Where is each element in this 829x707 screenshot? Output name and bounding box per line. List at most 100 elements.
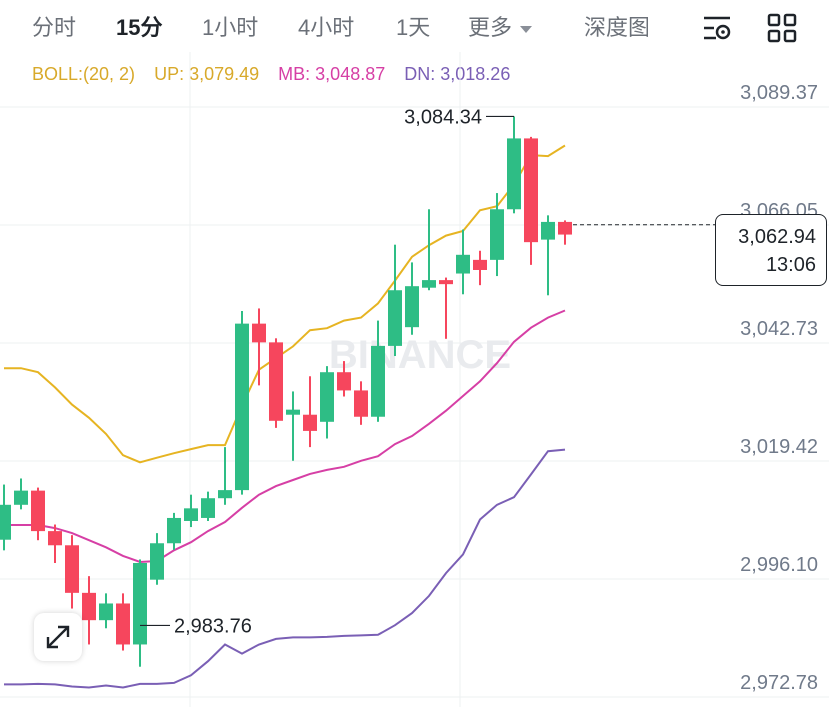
candle: [269, 338, 283, 428]
candle-body: [490, 209, 504, 260]
current-price: 3,062.94: [738, 226, 816, 248]
candle-body: [371, 345, 385, 417]
y-tick-label: 3,019.42: [740, 436, 818, 458]
candle-body: [286, 409, 300, 415]
candle: [405, 262, 419, 335]
candle-body: [439, 280, 453, 285]
candle: [167, 512, 181, 550]
high-price-label: 3,084.34: [404, 106, 482, 128]
candle-body: [541, 221, 555, 240]
candle: [31, 487, 45, 541]
candle-body: [337, 372, 351, 391]
watermark: BINANCE: [329, 333, 511, 377]
y-axis: 3,089.373,066.053,042.733,019.422,996.10…: [740, 82, 818, 694]
candle-body: [48, 531, 62, 546]
current-price-tag: 3,062.94 13:06: [715, 214, 827, 286]
expand-icon: [46, 625, 70, 649]
candle: [473, 250, 487, 286]
y-tick-label: 2,996.10: [740, 554, 818, 576]
candle-body: [388, 290, 402, 346]
y-tick-label: 3,042.73: [740, 318, 818, 340]
candle: [337, 361, 351, 397]
candle: [133, 559, 147, 667]
candle-body: [201, 498, 215, 518]
tab-1h[interactable]: 1小时: [202, 15, 259, 40]
boll-up: UP: 3,079.49: [154, 64, 260, 84]
candle: [456, 229, 470, 295]
candles: [0, 116, 572, 667]
chart-settings-icon[interactable]: [701, 12, 733, 44]
tab-more-label: 更多: [468, 15, 513, 40]
candle-body: [524, 138, 538, 243]
timeframe-tabs: 分时 15分 1小时 4小时 1天 更多 深度图: [0, 0, 829, 52]
y-tick-label: 2,972.78: [740, 672, 818, 694]
candle-body: [507, 138, 521, 210]
upper-band-line: [4, 144, 566, 464]
tab-15m[interactable]: 15分: [116, 15, 163, 40]
candle-body: [82, 592, 96, 621]
candle-body: [31, 490, 45, 532]
candle: [99, 593, 113, 629]
candle: [201, 491, 215, 521]
annotations: 3,084.34 2,983.76: [140, 106, 715, 637]
candle-body: [14, 490, 28, 505]
candle: [388, 244, 402, 357]
candle-body: [167, 517, 181, 544]
candle-body: [405, 286, 419, 328]
candle-body: [0, 504, 11, 540]
candle-body: [150, 543, 164, 580]
candle: [252, 308, 266, 386]
candle: [439, 277, 453, 339]
bollinger-bands: [4, 144, 566, 689]
candle: [524, 136, 538, 265]
candle-body: [456, 254, 470, 274]
tab-4h[interactable]: 4小时: [298, 15, 355, 40]
candle-body: [99, 603, 113, 621]
candle: [0, 484, 11, 551]
candle: [116, 593, 130, 651]
candle-body: [116, 603, 130, 645]
candle: [65, 535, 79, 609]
countdown: 13:06: [765, 254, 816, 276]
candle: [371, 320, 385, 422]
boll-name: BOLL:(20, 2): [32, 64, 136, 84]
candle-body: [269, 342, 283, 421]
candle: [184, 494, 198, 528]
boll-legend: BOLL:(20, 2) UP: 3,079.49 MB: 3,048.87 D…: [32, 64, 524, 85]
candle-body: [422, 280, 436, 288]
candle-body: [558, 221, 572, 235]
tab-more[interactable]: 更多: [468, 10, 533, 42]
candle: [14, 478, 28, 510]
candle-body: [184, 508, 198, 521]
tab-time-share[interactable]: 分时: [32, 15, 77, 40]
candle-body: [218, 490, 232, 499]
expand-button[interactable]: [34, 613, 82, 661]
candle-body: [252, 323, 266, 343]
candlestick-chart[interactable]: BINANCE 3,089.373,066.053,042.733,019.42…: [0, 52, 829, 707]
candle: [422, 209, 436, 291]
candle-body: [303, 414, 317, 431]
y-tick-label: 3,089.37: [740, 82, 818, 104]
candle: [303, 376, 317, 448]
chevron-down-icon: [520, 25, 533, 33]
candle: [235, 310, 249, 495]
candle: [286, 391, 300, 461]
candle-body: [473, 259, 487, 270]
candle-body: [235, 323, 249, 491]
tab-1d[interactable]: 1天: [396, 15, 431, 40]
candle-body: [320, 372, 334, 422]
grid-lines: [0, 52, 829, 707]
candle: [558, 220, 572, 245]
grid-layout-icon[interactable]: [766, 12, 798, 44]
lower-band-line: [4, 448, 566, 689]
candle: [150, 533, 164, 585]
boll-dn: DN: 3,018.26: [404, 64, 511, 84]
candle: [541, 215, 555, 296]
middle-band-line: [4, 309, 566, 564]
candle: [218, 447, 232, 505]
candle: [507, 116, 521, 214]
candle: [82, 576, 96, 645]
candle: [354, 381, 368, 425]
candle: [48, 524, 62, 563]
tab-depth[interactable]: 深度图: [584, 15, 648, 40]
